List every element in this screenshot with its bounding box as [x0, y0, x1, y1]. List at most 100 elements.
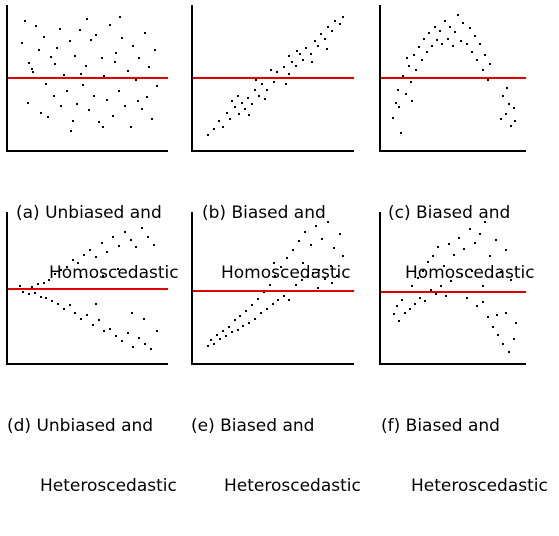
point-a-39 [130, 126, 132, 128]
point-c-19 [441, 43, 443, 45]
point-e-49 [317, 287, 319, 289]
point-f-3 [401, 299, 403, 301]
point-a-49 [156, 85, 158, 87]
point-f-2 [398, 320, 400, 322]
point-e-8 [231, 331, 233, 333]
point-b-11 [251, 103, 253, 105]
point-a-31 [106, 99, 108, 101]
point-e-51 [273, 262, 275, 264]
point-e-18 [260, 312, 262, 314]
point-a-54 [102, 126, 104, 128]
point-f-40 [497, 334, 499, 336]
point-a-0 [21, 42, 23, 44]
point-d-44 [147, 236, 149, 238]
point-c-36 [487, 79, 489, 81]
point-b-2 [218, 120, 220, 122]
point-e-23 [274, 275, 276, 277]
point-f-16 [435, 293, 437, 295]
point-c-33 [479, 43, 481, 45]
point-d-33 [115, 335, 117, 337]
point-b-36 [342, 16, 344, 18]
point-c-17 [436, 39, 438, 41]
point-d-9 [45, 297, 47, 299]
point-e-36 [312, 272, 314, 274]
point-d-18 [72, 259, 74, 261]
point-b-21 [288, 73, 290, 75]
point-b-8 [241, 102, 243, 104]
point-a-1 [24, 20, 26, 22]
point-e-33 [304, 231, 306, 233]
point-e-9 [234, 319, 236, 321]
panel-f [379, 212, 526, 365]
point-c-4 [402, 75, 404, 77]
point-b-29 [317, 45, 319, 47]
point-a-10 [50, 56, 52, 58]
point-c-44 [506, 87, 508, 89]
point-c-32 [476, 59, 478, 61]
point-a-27 [95, 34, 97, 36]
point-d-23 [86, 314, 88, 316]
point-a-46 [148, 66, 150, 68]
point-e-14 [248, 322, 250, 324]
point-b-18 [276, 71, 278, 73]
point-f-34 [482, 285, 484, 287]
point-d-24 [89, 249, 91, 251]
point-e-40 [324, 278, 326, 280]
point-f-32 [476, 305, 478, 307]
point-d-35 [121, 340, 123, 342]
point-c-40 [508, 103, 510, 105]
caption-f-line1: (f) Biased and [381, 416, 500, 436]
point-a-5 [38, 49, 40, 51]
point-a-11 [53, 95, 55, 97]
point-c-15 [431, 45, 433, 47]
point-f-27 [463, 248, 465, 250]
point-b-1 [213, 128, 215, 130]
point-a-36 [121, 37, 123, 39]
point-c-1 [395, 102, 397, 104]
point-b-6 [234, 106, 236, 108]
point-a-28 [98, 121, 100, 123]
point-b-5 [229, 118, 231, 120]
point-f-35 [484, 221, 486, 223]
point-c-30 [471, 51, 473, 53]
point-d-50 [80, 276, 82, 278]
point-f-36 [487, 316, 489, 318]
point-f-26 [461, 274, 463, 276]
point-a-19 [74, 55, 76, 57]
point-d-8 [43, 282, 45, 284]
point-d-11 [51, 300, 53, 302]
point-e-29 [292, 249, 294, 251]
point-d-27 [98, 319, 100, 321]
point-e-45 [339, 233, 341, 235]
point-b-28 [314, 40, 316, 42]
point-e-5 [222, 330, 224, 332]
point-a-32 [109, 24, 111, 26]
point-a-51 [54, 63, 56, 65]
panel-e [191, 212, 354, 365]
point-e-13 [245, 310, 247, 312]
point-e-21 [269, 284, 271, 286]
point-a-15 [63, 74, 65, 76]
point-c-13 [426, 51, 428, 53]
point-f-46 [513, 338, 515, 340]
caption-e-line1: (e) Biased and [191, 416, 315, 436]
point-c-35 [484, 54, 486, 56]
point-d-19 [74, 312, 76, 314]
point-e-26 [283, 295, 285, 297]
point-c-2 [397, 89, 399, 91]
point-f-41 [500, 271, 502, 273]
point-f-44 [508, 351, 510, 353]
point-b-26 [305, 47, 307, 49]
point-a-58 [80, 73, 82, 75]
point-a-2 [28, 62, 30, 64]
point-a-22 [82, 84, 84, 86]
caption-b: (b) Biased and Homoscedastic [202, 163, 351, 323]
point-d-0 [19, 285, 21, 287]
point-d-6 [37, 283, 39, 285]
point-b-13 [258, 95, 260, 97]
caption-d: (d) Unbiased and Heteroscedastic [7, 376, 177, 536]
point-a-25 [90, 39, 92, 41]
point-a-43 [141, 108, 143, 110]
point-e-6 [225, 335, 227, 337]
point-a-56 [137, 100, 139, 102]
